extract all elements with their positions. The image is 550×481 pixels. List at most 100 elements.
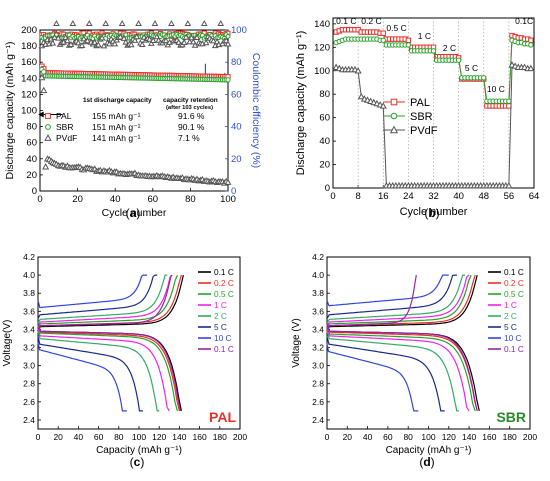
ce-marker-pvdf [162,37,170,44]
x-tick-label: 60 [383,432,393,442]
y-tick-label: 120 [21,89,37,100]
y-tick-label: 3.8 [23,288,35,298]
legend-label: 0.5 C [214,289,234,299]
y2-tick-label: 60 [231,89,242,100]
charge-curve [37,274,158,319]
legend-label: SBR [56,122,73,132]
legend-marker-sbr [390,112,398,120]
data-marker-sbr [528,42,534,48]
discharge-curve [326,343,419,412]
data-marker-pvdf [527,64,535,72]
x-axis-label: Capacity (mAh g⁻¹) [96,445,182,456]
legend-label: 0.1 C [214,344,234,354]
ce-marker-pvdf [222,37,230,44]
annotation-retention-sub: (after 103 cycles) [166,105,213,111]
capacity-marker-pvdf [40,86,48,94]
data-marker-sbr [380,37,386,43]
panel-caption-b: (b) [424,206,439,220]
x-tick-label: 20 [53,432,63,442]
y-tick-label: 160 [21,57,37,68]
discharge-curve [326,324,478,412]
ce-marker-pvdf [120,34,128,41]
x-tick-label: 16 [378,191,389,202]
panel-caption-c: (c) [130,455,145,469]
capacity-marker-pvdf [42,163,50,170]
ce-marker-pvdf [168,20,175,27]
x-tick-label: 0 [36,432,41,442]
ce-marker-pvdf [95,41,102,48]
x-tick-label: 32 [428,191,439,202]
charge-curve [37,274,168,324]
capacity-marker-pvdf [224,178,232,185]
data-marker-pvdf [505,181,513,189]
ce-marker-pvdf [51,33,58,40]
legend-marker-sbr [45,124,51,130]
ce-marker-sbr [225,33,231,39]
legend-label: 2 C [504,311,517,321]
y-tick-label: 3.0 [312,361,324,371]
y-tick-label: 3.8 [312,288,324,298]
x-tick-label: 40 [74,432,84,442]
legend-capacity: 151 mAh g⁻¹ [92,122,141,132]
charge-curve [326,274,478,331]
ce-marker-pvdf [147,39,155,46]
data-marker-pvdf [357,92,365,100]
legend-label: PVdF [410,125,438,137]
y-axis-label: Voltage(V) [2,320,13,367]
y2-tick-label: 80 [231,57,242,68]
y-tick-label: 4.2 [23,252,35,262]
capacity-marker-sbr [225,77,231,83]
panel-badge: SBR [496,409,526,425]
x-tick-label: 200 [523,432,537,442]
ce-marker-pvdf [116,33,124,40]
y-tick-label: 80 [26,122,37,133]
charge-curve [326,274,470,327]
legend-label: 0.2 C [504,278,524,288]
x-tick-label: 8 [355,191,360,202]
y-tick-label: 60 [319,113,330,124]
x-tick-label: 0 [330,191,335,202]
panel-a: 0 20 40 60 80 100020406080100120140160180200C… [4,20,262,219]
ce-marker-pvdf [153,33,161,40]
x-tick-label: 56 [504,191,515,202]
panel-b: 0 8 16 24 32 40 48 56 64 0 20 40 60 80 100 120 140 Cycle … [295,16,539,218]
charge-curve [37,274,184,331]
ce-marker-pvdf [53,20,60,27]
y-tick-label: 3.6 [23,306,35,316]
y-tick-label: 60 [26,138,37,149]
y-tick-label: 3.2 [23,343,35,353]
y-tick-label: 20 [26,170,37,181]
legend-capacity: 155 mAh g⁻¹ [92,111,141,121]
x-tick-label: 64 [529,191,540,202]
legend-capacity: 141 mAh g⁻¹ [92,133,141,143]
y-tick-label: 0 [32,186,37,197]
data-marker-pal [405,37,412,43]
ce-marker-pvdf [135,20,142,27]
legend-retention: 90.1 % [178,122,205,132]
charge-curve [326,274,449,307]
x-tick-label: 120 [442,432,456,442]
charge-curve [37,274,148,309]
y-tick-label: 2.6 [23,397,35,407]
legend-label: 1 C [504,300,517,310]
legend-marker-pal [45,113,51,119]
panel-c: 0 20 40 60 80 100 120 140 160 180 200 2.4 2.6 2.8 3.0 3… [2,252,247,456]
discharge-curve [37,323,181,412]
legend-label: 2 C [214,311,227,321]
y-tick-label: 4.2 [312,252,324,262]
legend-retention: 91.6 % [178,111,205,121]
discharge-curve [326,323,478,412]
y-tick-label: 40 [26,154,37,165]
x-tick-label: 40 [453,191,464,202]
annotation-first-discharge: 1st discharge capacity [83,97,152,104]
x-tick-label: 180 [213,432,227,442]
annotation-retention: capacity retention [163,97,218,104]
y-tick-label: 140 [314,19,330,30]
discharge-curve [326,326,476,412]
legend-label: PVdF [56,133,77,143]
data-marker-sbr [506,98,512,104]
x-tick-label: 120 [152,432,166,442]
y-tick-label: 2.4 [23,415,35,425]
charge-curve [37,274,172,330]
y-tick-label: 180 [21,41,37,52]
